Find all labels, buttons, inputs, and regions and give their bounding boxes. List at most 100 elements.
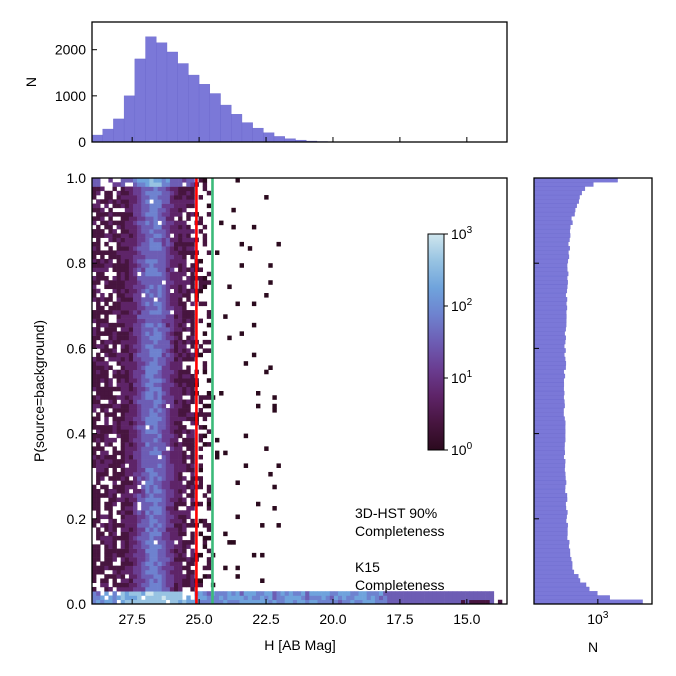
heatmap-cell [190, 386, 195, 392]
heatmap-cell [165, 578, 171, 583]
heatmap-cell [161, 220, 167, 226]
heatmap-cell [137, 280, 142, 285]
heatmap-cell [141, 224, 146, 230]
heatmap-cell [272, 408, 277, 413]
heatmap-cell [202, 365, 208, 370]
heatmap-cell [186, 288, 191, 294]
heatmap-cell [284, 595, 290, 601]
heatmap-cell [100, 425, 105, 430]
heatmap-cell [124, 199, 130, 204]
heatmap-cell [112, 557, 117, 562]
heatmap-cell [264, 195, 269, 200]
heatmap-cell [108, 237, 113, 243]
heatmap-cell [169, 237, 175, 243]
heatmap-cell [297, 599, 302, 605]
heatmap-cell [178, 403, 183, 409]
heatmap-cell [128, 467, 134, 473]
heatmap-cell [100, 220, 105, 226]
right-histogram-bar [533, 386, 564, 392]
heatmap-cell [190, 237, 195, 243]
heatmap-cell [120, 420, 126, 426]
heatmap-cell [174, 480, 179, 486]
heatmap-cell [174, 233, 179, 238]
heatmap-cell [137, 305, 142, 311]
heatmap-cell [145, 408, 150, 413]
heatmap-cell [264, 369, 269, 375]
heatmap-cell [153, 293, 158, 298]
heatmap-cell [137, 352, 142, 358]
heatmap-cell [223, 591, 228, 596]
heatmap-cell [133, 318, 138, 324]
heatmap-cell [137, 327, 142, 332]
heatmap-cell [133, 446, 138, 451]
heatmap-cell [141, 327, 146, 332]
heatmap-cell [190, 450, 195, 456]
heatmap-cell [215, 250, 220, 255]
heatmap-cell [379, 599, 384, 605]
heatmap-cell [161, 518, 167, 524]
heatmap-cell [124, 420, 130, 426]
heatmap-cell [178, 399, 183, 405]
heatmap-cell [456, 595, 462, 601]
heatmap-cell [178, 293, 183, 298]
heatmap-cell [169, 565, 175, 571]
heatmap-cell [145, 203, 150, 209]
heatmap-cell [161, 557, 167, 562]
top-histogram-bar [145, 36, 157, 143]
heatmap-cell [108, 348, 113, 353]
heatmap-cell [141, 574, 146, 579]
heatmap-cell [108, 220, 113, 226]
heatmap-cell [133, 220, 138, 226]
heatmap-cell [456, 599, 462, 605]
heatmap-cell [120, 301, 126, 307]
heatmap-cell [178, 280, 183, 285]
heatmap-cell [137, 450, 142, 456]
heatmap-cell [182, 263, 187, 268]
heatmap-cell [161, 229, 167, 234]
heatmap-cell [206, 429, 212, 434]
heatmap-cell [141, 246, 146, 251]
heatmap-cell [137, 246, 142, 251]
heatmap-cell [137, 523, 142, 528]
heatmap-cell [120, 386, 126, 392]
heatmap-cell [141, 565, 146, 571]
right-histogram-bar [533, 258, 569, 264]
heatmap-cell [112, 531, 117, 537]
heatmap-cell [145, 561, 150, 566]
heatmap-cell [124, 224, 130, 230]
heatmap-cell [165, 527, 171, 532]
heatmap-cell [120, 178, 126, 183]
heatmap-cell [120, 365, 126, 370]
right-histogram-bar [533, 186, 586, 191]
heatmap-cell [190, 518, 195, 524]
heatmap-cell [149, 599, 154, 605]
heatmap-cell [157, 361, 162, 366]
heatmap-cell [116, 484, 121, 490]
heatmap-cell [145, 301, 150, 307]
right-histogram-bar [533, 250, 569, 255]
heatmap-cell [141, 552, 146, 558]
heatmap-cell [120, 403, 126, 409]
heatmap-cell [108, 437, 113, 443]
heatmap-cell [96, 569, 101, 575]
heatmap-cell [133, 246, 138, 251]
heatmap-cell [165, 480, 171, 486]
heatmap-cell [116, 459, 121, 464]
heatmap-cell [182, 459, 187, 464]
heatmap-cell [161, 527, 167, 532]
heatmap-cell [145, 523, 150, 528]
heatmap-cell [133, 254, 138, 260]
heatmap-cell [153, 207, 158, 213]
heatmap-cell [92, 246, 97, 251]
heatmap-cell [174, 497, 179, 503]
heatmap-cell [104, 322, 109, 328]
heatmap-cell [108, 506, 113, 511]
heatmap-cell [128, 310, 134, 315]
heatmap-cell [161, 416, 167, 422]
heatmap-cell [165, 233, 171, 238]
heatmap-cell [104, 586, 109, 592]
heatmap-cell [161, 335, 167, 341]
heatmap-cell [186, 446, 191, 451]
heatmap-cell [108, 339, 113, 345]
heatmap-cell [92, 314, 97, 319]
